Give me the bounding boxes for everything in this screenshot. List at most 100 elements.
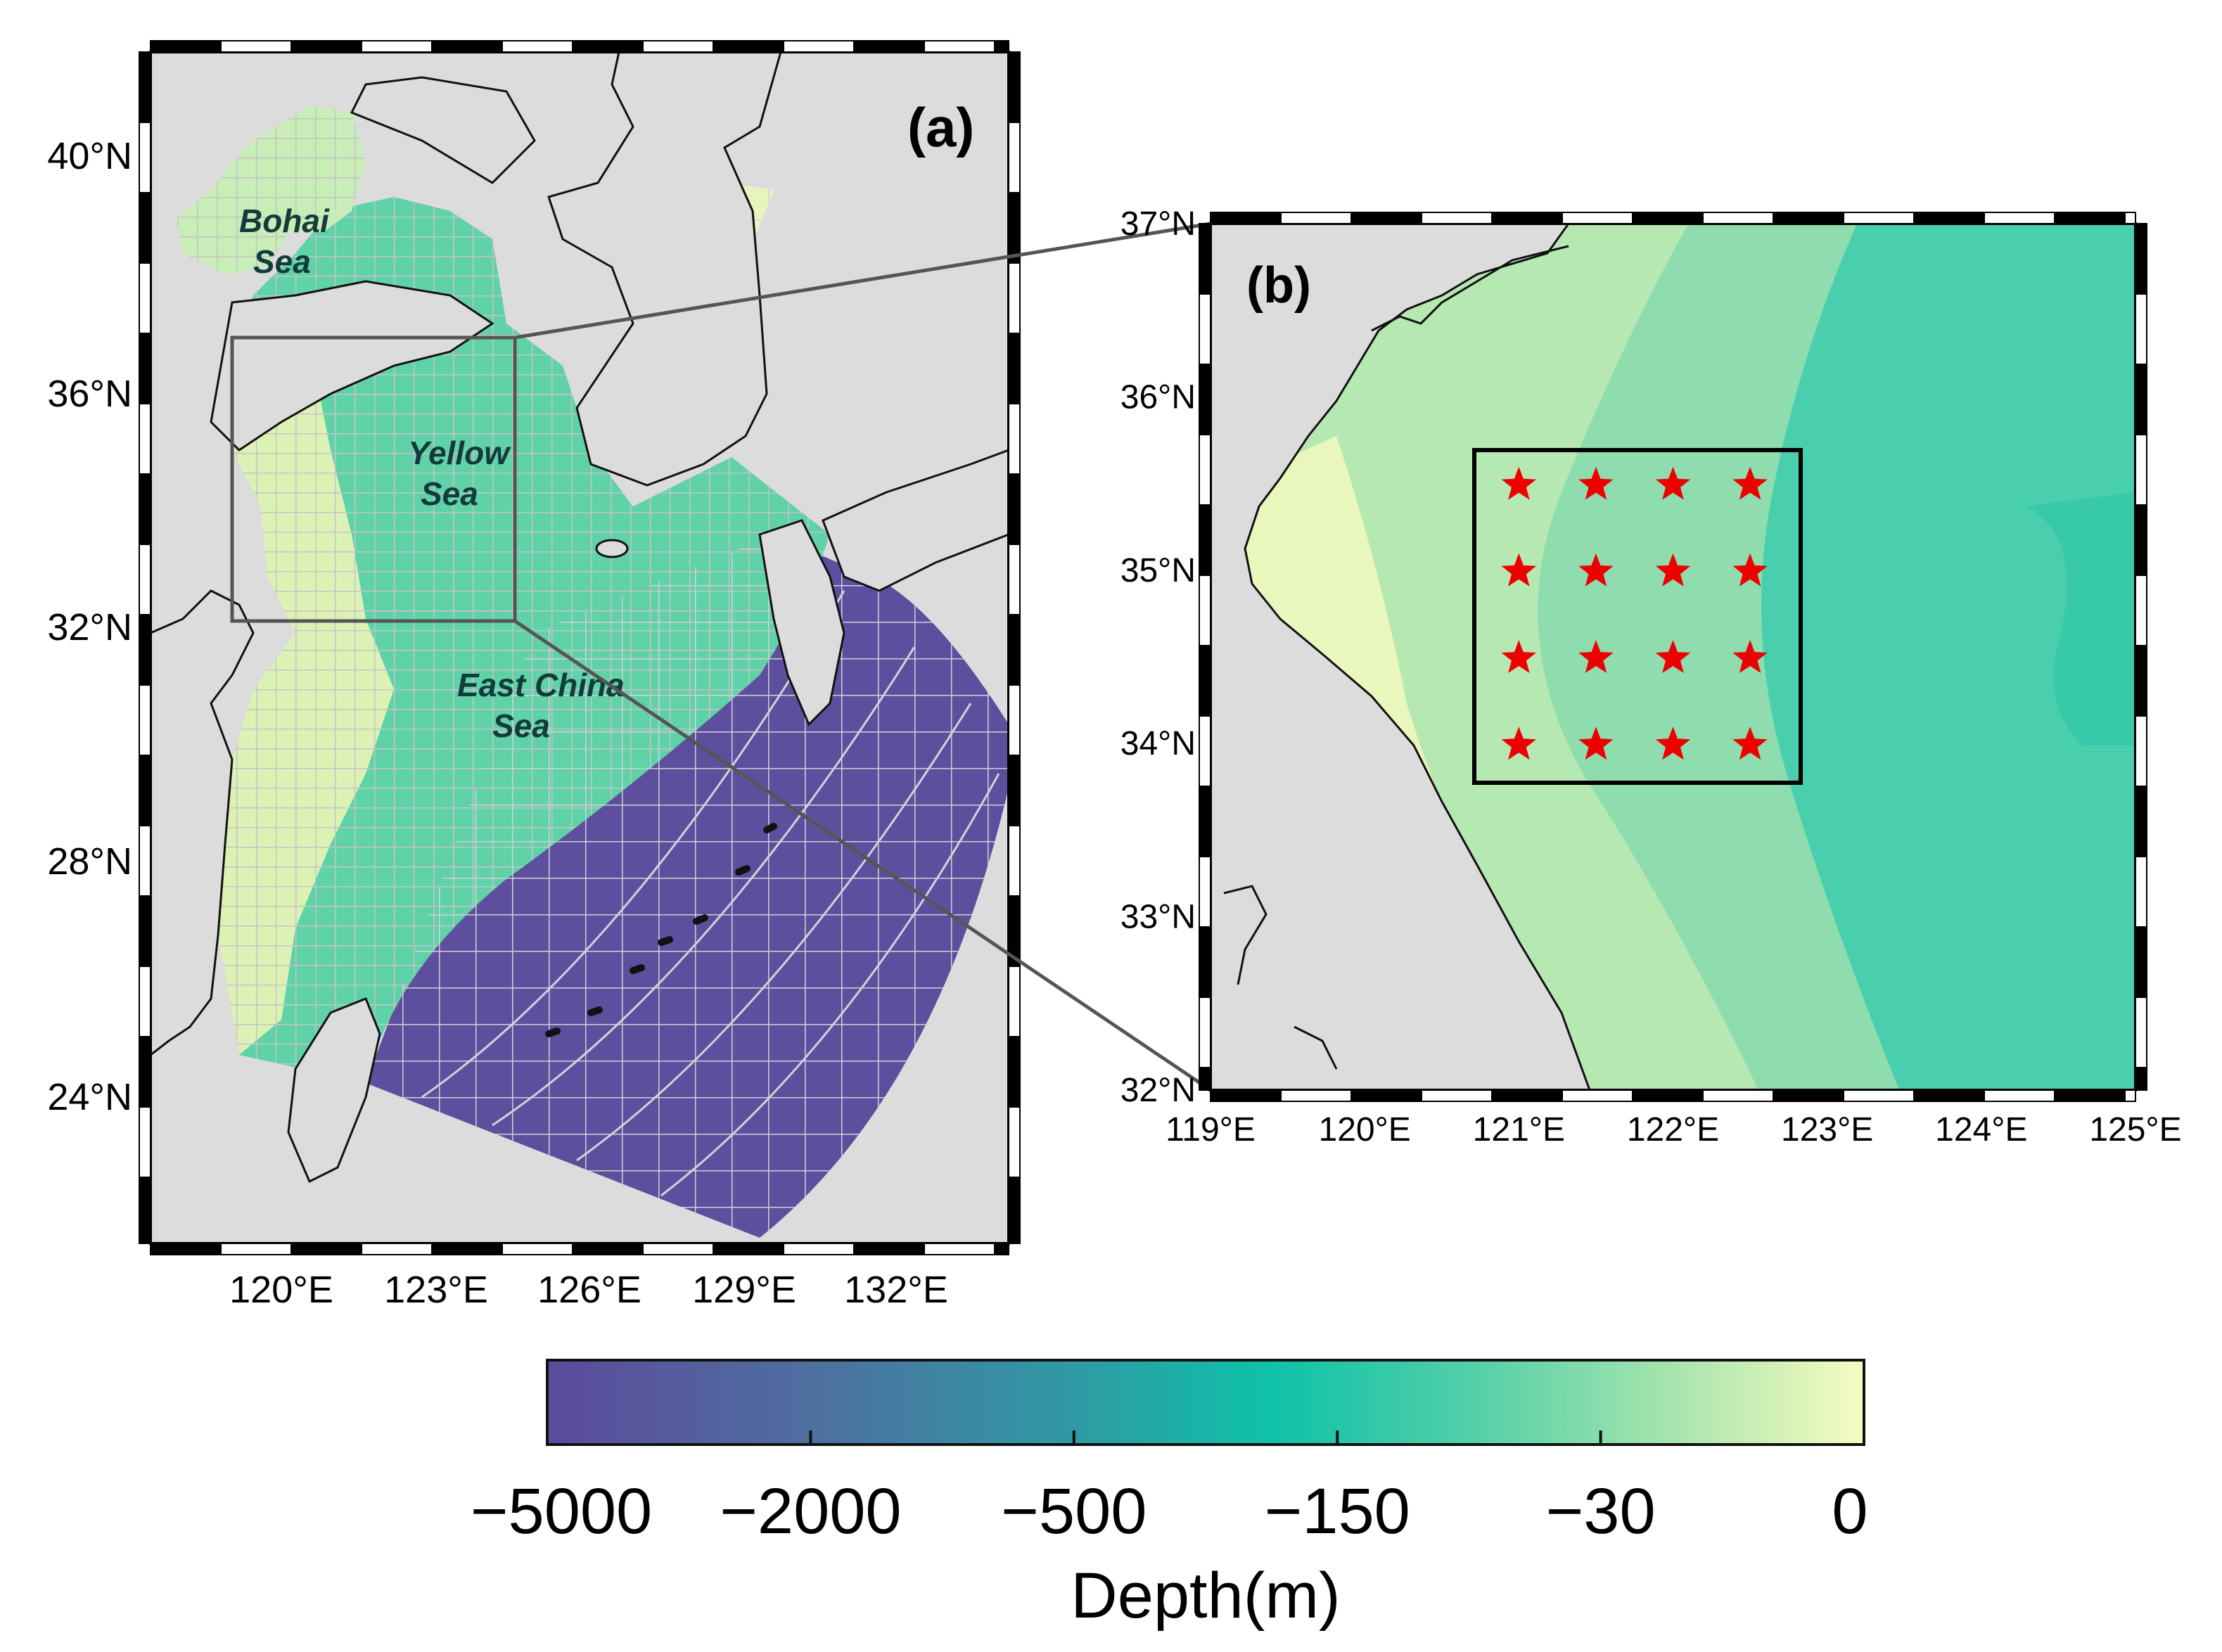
panel-a-map: Bohai Sea Yellow Sea East China Sea (a) …: [47, 40, 1021, 1311]
panel-b-border-segment: [1199, 575, 1211, 646]
panel-a-border-segment: [1008, 333, 1021, 404]
panel-a-border-segment: [139, 966, 151, 1037]
panel-b-border-segment: [1984, 212, 2055, 224]
panel-a-border-segment: [853, 1243, 925, 1255]
panel-b-border-segment: [1843, 212, 1915, 224]
panel-b-lat-ticks: 37°N 36°N 35°N 34°N 33°N 32°N: [1120, 205, 1196, 1109]
depth-colorbar: −5000 −2000 −500 −150 −30 0 Depth(m): [471, 1359, 1868, 1632]
panel-b-border-segment: [1199, 786, 1211, 857]
station-star: [1655, 466, 1691, 500]
panel-a-border-segment: [1008, 1036, 1021, 1108]
panel-b-border-segment: [2135, 504, 2147, 576]
panel-b-border-segment: [1351, 1089, 1422, 1102]
panel-a-border-segment: [139, 544, 151, 615]
panel-a-border-segment: [1008, 1177, 1021, 1244]
panel-b-border-segment: [1199, 715, 1211, 787]
panel-a-lon-tick-label: 126°E: [537, 1269, 641, 1311]
panel-a-border-segment: [139, 614, 151, 686]
panel-b-border-segment: [2135, 293, 2147, 365]
jeju-island: [595, 539, 629, 558]
panel-a-border-segment: [361, 40, 433, 53]
panel-b-lat-tick-label: 35°N: [1120, 552, 1196, 589]
panel-a-border-segment: [853, 40, 925, 53]
grid-arc-lines: [421, 590, 1000, 1197]
panel-b-checker-border: [1199, 212, 2147, 1102]
bohai-sea-label-2: Sea: [253, 243, 311, 280]
panel-a-border-segment: [1008, 825, 1021, 897]
colorbar-tick-label: −500: [1001, 1475, 1147, 1547]
panel-a-border-segment: [1008, 544, 1021, 615]
panel-a-border-segment: [150, 1243, 222, 1255]
panel-b-border-segment: [1702, 1089, 1774, 1102]
panel-a-checker-border: [139, 40, 1021, 1255]
east-china-sea-label-1: East China: [457, 667, 625, 703]
panel-a-lon-tick-label: 129°E: [692, 1269, 796, 1311]
panel-a-border-segment: [1008, 403, 1021, 475]
colorbar-tick-label: −5000: [471, 1475, 652, 1547]
panel-a-border-segment: [139, 684, 151, 756]
southern-coast-detail: [1223, 885, 1338, 1070]
panel-b-border-segment: [2124, 212, 2136, 224]
yellow-sea-label-1: Yellow: [408, 435, 511, 471]
panel-a-lon-tick-label: 123°E: [384, 1269, 488, 1311]
panel-a-label: (a): [907, 96, 974, 158]
station-star: [1501, 640, 1537, 673]
panel-a-border-segment: [139, 403, 151, 475]
panel-a-border-segment: [572, 1243, 644, 1255]
station-star: [1732, 640, 1768, 673]
panel-a-border-segment: [502, 40, 573, 53]
panel-a-border-segment: [139, 755, 151, 826]
panel-b-border-segment: [1632, 1089, 1704, 1102]
panel-a-border-segment: [139, 122, 151, 193]
model-grid-coarse: [366, 176, 1009, 1238]
panel-b-border-segment: [1199, 997, 1211, 1068]
panel-a-border-segment: [139, 473, 151, 545]
panel-a-border-segment: [924, 40, 995, 53]
panel-a-border-segment: [642, 40, 714, 53]
panel-a-border-segment: [139, 1177, 151, 1244]
panel-a-lat-tick-label: 40°N: [47, 135, 132, 177]
station-star: [1501, 726, 1537, 760]
panel-b-border-segment: [1491, 1089, 1563, 1102]
japan-kyushu: [758, 519, 845, 726]
panel-a-border-segment: [1008, 684, 1021, 756]
shandong-coast-detail: [1371, 245, 1569, 332]
station-star: [1732, 553, 1768, 587]
panel-a-border-segment: [139, 1036, 151, 1108]
panel-b-border-segment: [2135, 364, 2147, 435]
panel-b-lon-tick-label: 120°E: [1319, 1111, 1411, 1148]
panel-b-border-segment: [2135, 997, 2147, 1068]
panel-b-border-segment: [1984, 1089, 2055, 1102]
taiwan-island: [287, 997, 381, 1184]
colorbar-tick-label: −30: [1546, 1475, 1656, 1547]
panel-b-border-segment: [1210, 212, 1282, 224]
station-star: [1578, 640, 1614, 673]
panel-b-border-segment: [1199, 223, 1211, 295]
panel-a-border-segment: [150, 40, 222, 53]
panel-b-lon-tick-label: 121°E: [1473, 1111, 1565, 1148]
bohai-sea-label-1: Bohai: [239, 203, 330, 239]
panel-b-border-segment: [2135, 434, 2147, 506]
panel-a-border-segment: [361, 1243, 433, 1255]
panel-a-border-segment: [290, 1243, 362, 1255]
panel-b-border-segment: [1280, 1089, 1352, 1102]
panel-a-border-segment: [431, 1243, 503, 1255]
panel-b-lon-tick-label: 119°E: [1166, 1111, 1256, 1148]
panel-a-border-segment: [1008, 122, 1021, 193]
panel-a-border-segment: [924, 1243, 995, 1255]
shandong-peninsula: [210, 280, 494, 452]
station-star: [1578, 553, 1614, 587]
panel-b-border-segment: [1199, 434, 1211, 506]
panel-a-border-segment: [1008, 614, 1021, 686]
china-coastline: [151, 589, 255, 1056]
panel-b-border-segment: [1913, 212, 1985, 224]
panel-a-lat-tick-label: 32°N: [47, 606, 132, 648]
station-star: [1578, 726, 1614, 760]
panel-a-border-segment: [220, 1243, 292, 1255]
panel-a-border-segment: [139, 333, 151, 404]
panel-a-border-segment: [220, 40, 292, 53]
panel-a-border-segment: [713, 1243, 784, 1255]
panel-b-lat-tick-label: 33°N: [1120, 899, 1196, 936]
japan-honshu: [822, 449, 1009, 592]
